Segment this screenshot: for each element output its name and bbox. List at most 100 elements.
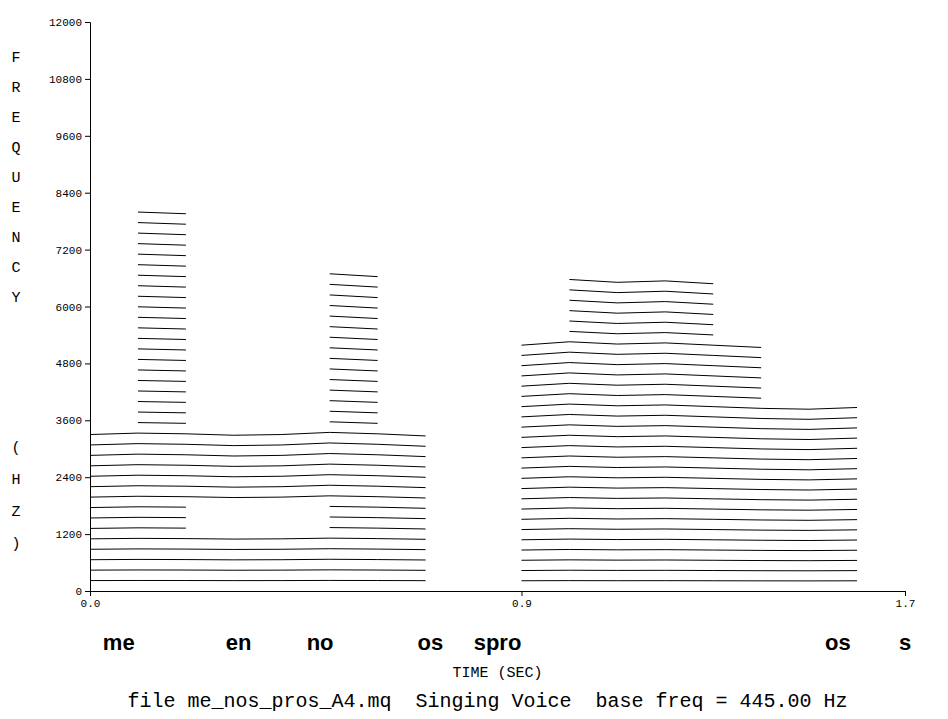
y-tick: 1200 [56, 529, 90, 541]
y-axis-title-char: R [11, 80, 20, 97]
partial-track [138, 212, 186, 214]
chart: 0 1200 2400 3600 4800 6000 7200 8400 9600 10800 12… [0, 0, 948, 719]
y-tick-label: 10800 [49, 74, 82, 86]
y-tick-mark [85, 534, 90, 535]
partial-track [90, 528, 857, 531]
partial-track [138, 265, 186, 266]
y-tick: 3600 [56, 415, 90, 427]
partial-track [90, 549, 857, 551]
y-axis-title-char: E [11, 200, 20, 217]
partial-track [90, 432, 857, 439]
x-tick-mark [90, 591, 91, 596]
partial-track [138, 358, 761, 367]
partial-track [90, 580, 857, 581]
y-tick: 7200 [56, 245, 90, 257]
partial-track [138, 380, 761, 389]
partial-track [138, 295, 713, 304]
y-tick-mark [85, 79, 90, 80]
partial-track [138, 223, 186, 225]
y-tick-mark [85, 250, 90, 251]
partial-track [138, 390, 761, 398]
x-tick: 0.0 [81, 591, 101, 610]
partial-track [138, 274, 713, 284]
y-tick-label: 4800 [56, 358, 82, 370]
partial-track [90, 506, 857, 510]
y-tick-mark [85, 136, 90, 137]
y-tick-label: 3600 [56, 415, 82, 427]
x-tick-label: 0.9 [512, 598, 532, 610]
x-tick-label: 1.7 [896, 598, 916, 610]
x-tick-mark [521, 591, 522, 596]
y-axis-title-char: Q [11, 140, 20, 157]
y-tick-label: 0 [75, 586, 82, 598]
y-axis-title-char: Y [11, 290, 20, 307]
partial-track [138, 348, 761, 358]
y-tick-mark [85, 307, 90, 308]
x-tick: 1.7 [896, 591, 916, 610]
y-axis-title-char: ) [11, 536, 20, 553]
partial-track [138, 337, 761, 347]
partial-track [138, 401, 857, 410]
y-axis-title-char: Z [11, 504, 20, 521]
syllable-label: en [226, 630, 252, 655]
partial-track [138, 327, 713, 335]
x-axis: 0.0 0.9 1.7 [81, 591, 916, 610]
y-tick-label: 1200 [56, 529, 82, 541]
partial-track [90, 485, 857, 490]
syllable-label: s [899, 630, 911, 655]
partial-track [90, 496, 857, 500]
partial-track [90, 454, 857, 460]
partial-track [90, 443, 857, 450]
y-axis-title-char: ( [11, 440, 20, 457]
x-tick-label: 0.0 [81, 598, 101, 610]
y-axis-line [85, 23, 91, 592]
y-tick: 2400 [56, 472, 90, 484]
x-axis-line [91, 592, 906, 597]
y-tick-label: 7200 [56, 245, 82, 257]
y-tick: 8400 [56, 188, 90, 200]
y-axis-title-char: E [11, 110, 20, 127]
y-axis-title: FREQUENCY(HZ) [11, 50, 20, 553]
partial-track [138, 284, 713, 294]
partial-track [90, 538, 857, 540]
y-tick-mark [85, 193, 90, 194]
y-tick: 6000 [56, 302, 90, 314]
partial-track [138, 306, 713, 315]
y-tick-label: 9600 [56, 131, 82, 143]
partial-track [138, 244, 186, 246]
syllable-label: me [103, 630, 135, 655]
partial-track [138, 254, 186, 256]
partial-track [90, 464, 857, 470]
y-tick-label: 2400 [56, 472, 82, 484]
caption: file me_nos_pros_A4.mq Singing Voice bas… [127, 690, 847, 713]
partial-track [90, 559, 857, 560]
y-axis-title-char: N [11, 230, 20, 247]
partial-track [138, 369, 761, 378]
y-tick-mark [85, 591, 90, 592]
y-axis-title-char: U [11, 170, 20, 187]
partial-track [90, 569, 857, 571]
y-axis-title-char: C [11, 260, 20, 277]
partial-track [138, 233, 186, 235]
syllable-label: os [418, 630, 444, 655]
x-tick-mark [905, 591, 906, 596]
y-tick-label: 8400 [56, 188, 82, 200]
syllable-label: no [307, 630, 334, 655]
partial-track [138, 411, 857, 419]
x-tick: 0.9 [512, 591, 532, 610]
partial-track [138, 316, 713, 325]
y-tick-mark [85, 477, 90, 478]
y-tick-label: 12000 [49, 17, 82, 29]
y-tick-mark [85, 420, 90, 421]
y-axis-title-char: F [11, 50, 20, 67]
y-tick: 4800 [56, 358, 90, 370]
y-tick: 9600 [56, 131, 90, 143]
partial-track [138, 422, 857, 430]
partial-track [90, 517, 857, 520]
y-axis: 0 1200 2400 3600 4800 6000 7200 8400 9600 10800 12… [49, 17, 91, 598]
y-tick-mark [85, 22, 90, 23]
x-axis-title: TIME (SEC) [452, 665, 542, 682]
syllable-label: os [825, 630, 851, 655]
y-tick: 12000 [49, 17, 90, 29]
y-tick-mark [85, 363, 90, 364]
